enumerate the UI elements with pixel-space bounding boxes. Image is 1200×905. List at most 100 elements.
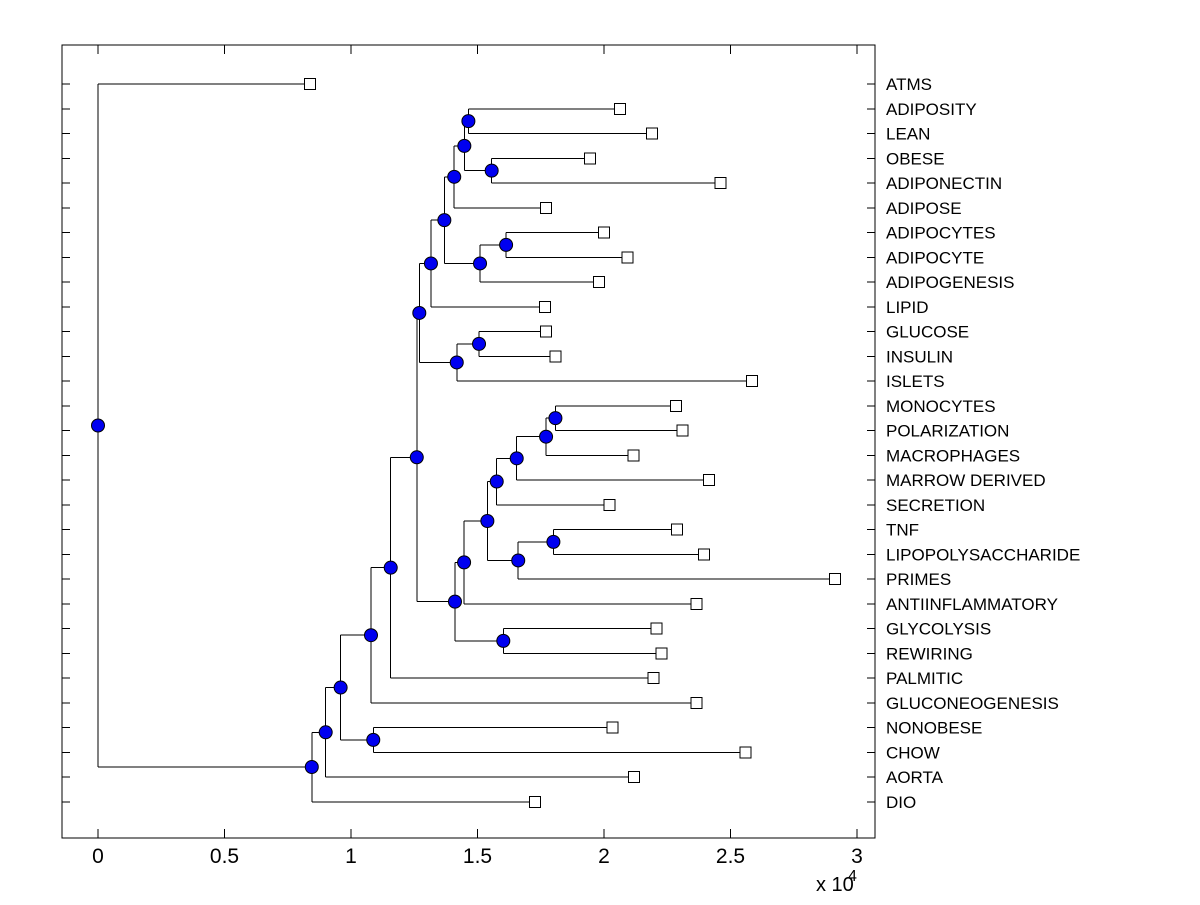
leaf-label: GLYCOLYSIS <box>886 620 991 639</box>
cluster-node-marker <box>496 633 511 648</box>
cluster-node-marker <box>318 725 333 740</box>
cluster-node-marker <box>473 256 488 271</box>
leaf-label: ADIPOCYTES <box>886 224 996 243</box>
leaf-label: MARROW DERIVED <box>886 471 1046 490</box>
leaf-label: POLARIZATION <box>886 422 1009 441</box>
leaf-marker <box>739 746 752 759</box>
leaf-marker <box>603 498 616 511</box>
cluster-node-marker <box>423 256 438 271</box>
x-tick-label: 0.5 <box>210 845 239 868</box>
leaf-marker <box>621 251 634 264</box>
cluster-node-marker <box>447 169 462 184</box>
leaf-marker <box>628 771 641 783</box>
leaf-label: CHOW <box>886 743 940 762</box>
leaf-label: MACROPHAGES <box>886 446 1020 465</box>
leaf-marker <box>539 325 552 338</box>
leaf-label: GLUCONEOGENESIS <box>886 694 1059 713</box>
cluster-node-marker <box>480 513 495 528</box>
leaf-label: ANTIINFLAMMATORY <box>886 595 1058 614</box>
cluster-node-marker <box>472 336 487 351</box>
cluster-node-marker <box>437 213 452 228</box>
leaf-label: ADIPOGENESIS <box>886 273 1014 292</box>
leaf-label: OBESE <box>886 149 945 168</box>
cluster-node-marker <box>447 594 462 609</box>
plot-frame <box>61 44 876 839</box>
cluster-node-marker <box>363 628 378 643</box>
leaf-label: AORTA <box>886 768 944 787</box>
leaf-marker <box>690 696 703 709</box>
leaf-marker <box>627 449 640 462</box>
x-axis-multiplier-exponent: 4 <box>848 868 857 885</box>
leaf-marker <box>669 399 682 412</box>
leaf-label: ADIPOSITY <box>886 100 977 119</box>
leaf-label: LIPID <box>886 298 929 317</box>
leaf-marker <box>745 375 758 387</box>
leaf-marker <box>539 201 552 214</box>
cluster-node-marker <box>449 355 464 370</box>
leaf-marker <box>690 597 703 610</box>
leaf-marker <box>676 424 689 437</box>
leaf-marker <box>598 226 610 239</box>
x-tick-label: 1.5 <box>463 845 492 868</box>
cluster-node-marker <box>539 429 554 444</box>
cluster-node-marker <box>412 305 427 320</box>
leaf-marker <box>655 647 668 660</box>
cluster-node-marker <box>511 553 526 568</box>
leaf-label: TNF <box>886 521 919 540</box>
cluster-node-marker <box>484 163 499 178</box>
x-axis-multiplier: x 10 <box>816 874 854 896</box>
leaf-label: ADIPOSE <box>886 199 962 218</box>
leaf-marker <box>647 672 660 684</box>
leaf-label: LIPOPOLYSACCHARIDE <box>886 545 1080 564</box>
x-tick-label: 3 <box>851 845 863 868</box>
cluster-node-marker <box>489 474 504 489</box>
leaf-marker <box>613 102 626 115</box>
cluster-node-marker <box>461 114 476 129</box>
leaf-marker <box>528 795 541 808</box>
leaf-marker <box>584 152 597 165</box>
cluster-node-marker <box>304 760 319 775</box>
cluster-node-marker <box>333 680 348 695</box>
leaf-label: ISLETS <box>886 372 945 391</box>
leaf-label: NONOBESE <box>886 719 982 738</box>
leaf-label: MONOCYTES <box>886 397 996 416</box>
leaf-marker <box>650 622 663 635</box>
cluster-node-marker <box>509 451 524 466</box>
leaf-marker <box>592 276 605 288</box>
leaf-marker <box>606 721 619 734</box>
leaf-label: DIO <box>886 793 916 812</box>
leaf-marker <box>304 78 317 90</box>
leaf-marker <box>714 177 727 189</box>
x-tick-label: 0 <box>92 845 104 868</box>
leaf-label: INSULIN <box>886 347 953 366</box>
cluster-node-marker <box>366 732 381 747</box>
leaf-marker <box>698 548 711 561</box>
leaf-marker <box>539 300 552 313</box>
leaf-label: ATMS <box>886 75 932 94</box>
leaf-marker <box>670 523 683 536</box>
x-tick-label: 2.5 <box>716 845 745 868</box>
leaf-label: ADIPONECTIN <box>886 174 1002 193</box>
cluster-node-marker <box>91 418 105 433</box>
cluster-node-marker <box>546 534 561 549</box>
leaf-label: REWIRING <box>886 644 973 663</box>
cluster-node-marker <box>409 450 424 465</box>
cluster-node-marker <box>499 237 514 252</box>
leaf-label: PRIMES <box>886 570 951 589</box>
leaf-marker <box>646 127 659 140</box>
cluster-node-marker <box>548 411 563 426</box>
leaf-marker <box>702 474 715 486</box>
leaf-label: ADIPOCYTE <box>886 248 984 267</box>
leaf-marker <box>828 573 841 585</box>
cluster-node-marker <box>457 138 472 153</box>
x-tick-label: 1 <box>345 845 357 868</box>
leaf-label: GLUCOSE <box>886 323 969 342</box>
cluster-node-marker <box>383 560 398 575</box>
leaf-label: PALMITIC <box>886 669 963 688</box>
leaf-label: SECRETION <box>886 496 985 515</box>
leaf-label: LEAN <box>886 125 930 144</box>
cluster-node-marker <box>457 555 472 570</box>
leaf-marker <box>549 350 562 363</box>
